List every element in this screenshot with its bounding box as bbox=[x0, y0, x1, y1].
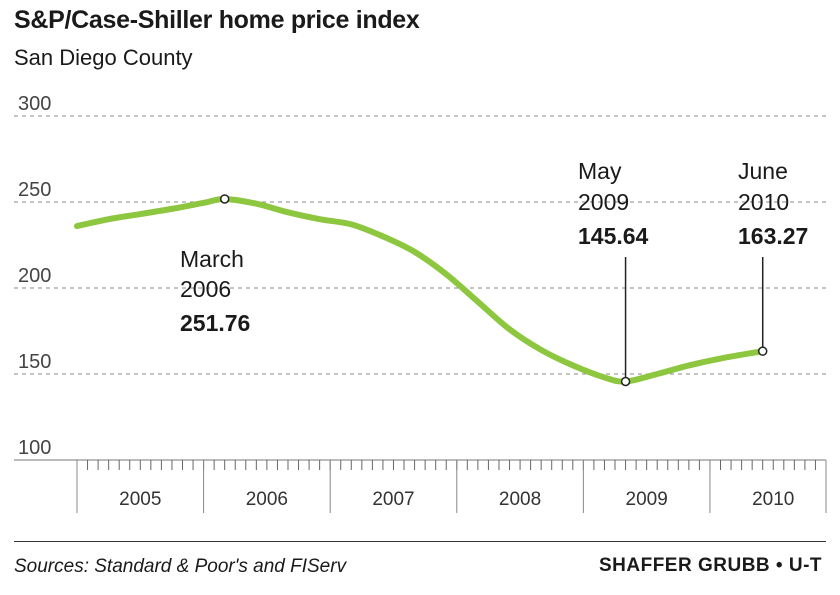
annotation-value-2: 163.27 bbox=[738, 223, 808, 249]
y-tick-labels: 300 250 200 150 100 bbox=[18, 93, 51, 459]
annotation-month-1: May bbox=[578, 158, 622, 184]
series-lines bbox=[74, 195, 766, 385]
annotation-value-1: 145.64 bbox=[578, 223, 649, 249]
x-tick-label-2005: 2005 bbox=[119, 489, 161, 510]
gridlines bbox=[14, 115, 826, 375]
footer-divider bbox=[14, 541, 826, 542]
x-tick-label-2008: 2008 bbox=[499, 489, 541, 510]
x-axis: 2005 2006 2007 2008 2009 2010 bbox=[14, 459, 827, 513]
annotation-month-2: June bbox=[738, 158, 788, 184]
line-chart: 300 250 200 150 100 2005 2006 2007 2008 2009 2010… bbox=[14, 93, 827, 513]
annotation-marker-2 bbox=[757, 346, 768, 356]
chart-title: S&P/Case-Shiller home price index bbox=[14, 6, 420, 34]
y-tick-label-200: 200 bbox=[18, 265, 51, 287]
annotation-year-0: 2006 bbox=[180, 276, 231, 302]
annotation-year-2: 2010 bbox=[738, 189, 789, 215]
y-tick-label-250: 250 bbox=[18, 179, 51, 201]
annotation-marker-1 bbox=[620, 376, 631, 387]
series-line-0 bbox=[74, 195, 766, 385]
x-tick-label-2010: 2010 bbox=[752, 489, 794, 510]
y-tick-label-100: 100 bbox=[18, 437, 51, 459]
chart-subtitle: San Diego County bbox=[14, 45, 193, 70]
credit-line: SHAFFER GRUBB • U-T bbox=[598, 555, 822, 576]
y-tick-label-150: 150 bbox=[18, 351, 51, 373]
source-note: Sources: Standard & Poor's and FIServ bbox=[14, 556, 347, 577]
annotations: March 2006 251.76 May 2009 145.64 June 2010 163.… bbox=[180, 158, 808, 387]
x-tick-label-2009: 2009 bbox=[626, 489, 668, 510]
annotation-year-1: 2009 bbox=[578, 189, 629, 215]
y-tick-label-300: 300 bbox=[18, 93, 51, 115]
annotation-month-0: March bbox=[180, 246, 244, 272]
annotation-marker-0 bbox=[219, 194, 230, 204]
x-tick-label-2007: 2007 bbox=[372, 489, 414, 510]
x-tick-label-2006: 2006 bbox=[246, 489, 288, 510]
annotation-value-0: 251.76 bbox=[180, 310, 250, 336]
